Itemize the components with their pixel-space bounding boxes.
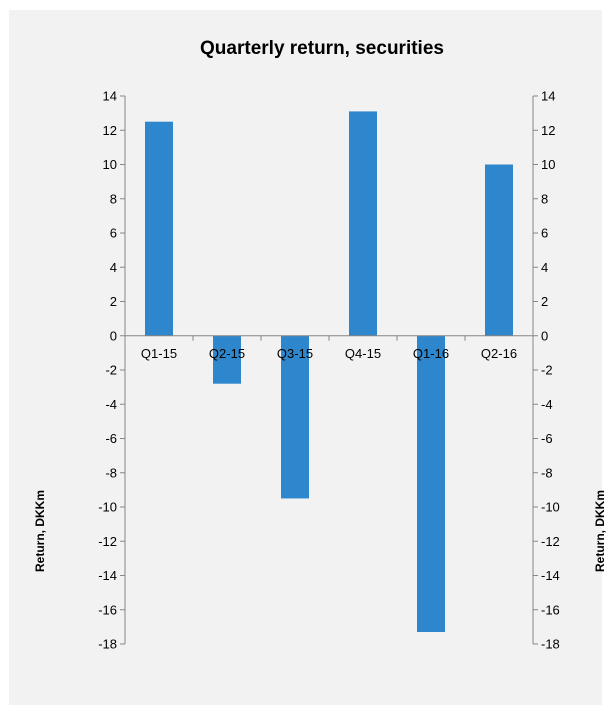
y-axis-label-left: Return, DKKm: [33, 490, 47, 572]
left-tick-label: -18: [98, 637, 117, 652]
left-tick-label: 12: [103, 123, 117, 138]
right-tick-label: -4: [541, 397, 553, 412]
right-tick-label: 10: [541, 157, 555, 172]
left-tick-label: -2: [105, 363, 117, 378]
left-tick-label: -6: [105, 431, 117, 446]
right-y-axis: 14 12 10 8 6 4 2 0 -2 -4 -6 -8 -10 -12 -14 -16 -18: [532, 89, 560, 652]
left-tick-label: -8: [105, 465, 117, 480]
right-tick-label: 6: [541, 226, 548, 241]
y-axis-label-right: Return, DKKm: [593, 490, 607, 572]
x-tick-label: Q3-15: [277, 346, 313, 361]
bar: [281, 335, 309, 499]
bar: [213, 335, 241, 384]
right-tick-label: -8: [541, 465, 553, 480]
right-tick-label: 0: [541, 328, 548, 343]
bars-group: [145, 111, 513, 633]
left-tick-label: -12: [98, 534, 117, 549]
left-tick-label: 10: [103, 157, 117, 172]
left-tick-label: 8: [110, 191, 117, 206]
left-tick-label: -4: [105, 397, 117, 412]
right-tick-label: 14: [541, 89, 555, 104]
left-tick-label: -16: [98, 602, 117, 617]
right-tick-label: -12: [541, 534, 560, 549]
right-tick-label: 4: [541, 260, 548, 275]
left-tick-label: -14: [98, 568, 117, 583]
x-tick-label: Q4-15: [345, 346, 381, 361]
right-tick-label: -6: [541, 431, 553, 446]
left-tick-label: 0: [110, 328, 117, 343]
bar: [485, 164, 513, 336]
right-tick-label: -14: [541, 568, 560, 583]
left-tick-label: 6: [110, 226, 117, 241]
right-tick-label: -18: [541, 637, 560, 652]
x-tick-label: Q2-16: [481, 346, 517, 361]
right-tick-label: 2: [541, 294, 548, 309]
right-tick-label: -2: [541, 363, 553, 378]
chart-title: Quarterly return, securities: [200, 38, 444, 59]
left-tick-label: 4: [110, 260, 117, 275]
x-tick-label: Q1-15: [141, 346, 177, 361]
left-y-axis: 14 12 10 8 6 4 2 0 -2 -4 -6 -8 -10 -12 -14 -16 -18: [98, 89, 126, 652]
bar: [145, 121, 173, 336]
right-tick-label: -10: [541, 500, 560, 515]
left-tick-label: 2: [110, 294, 117, 309]
left-tick-label: -10: [98, 500, 117, 515]
right-tick-label: 12: [541, 123, 555, 138]
bar: [349, 111, 377, 336]
x-tick-label: Q1-16: [413, 346, 449, 361]
bar: [417, 335, 445, 633]
left-tick-label: 14: [103, 89, 117, 104]
x-axis: Q1-15 Q2-15 Q3-15 Q4-15 Q1-16 Q2-16: [124, 335, 534, 361]
x-tick-label: Q2-15: [209, 346, 245, 361]
right-tick-label: -16: [541, 602, 560, 617]
right-tick-label: 8: [541, 191, 548, 206]
